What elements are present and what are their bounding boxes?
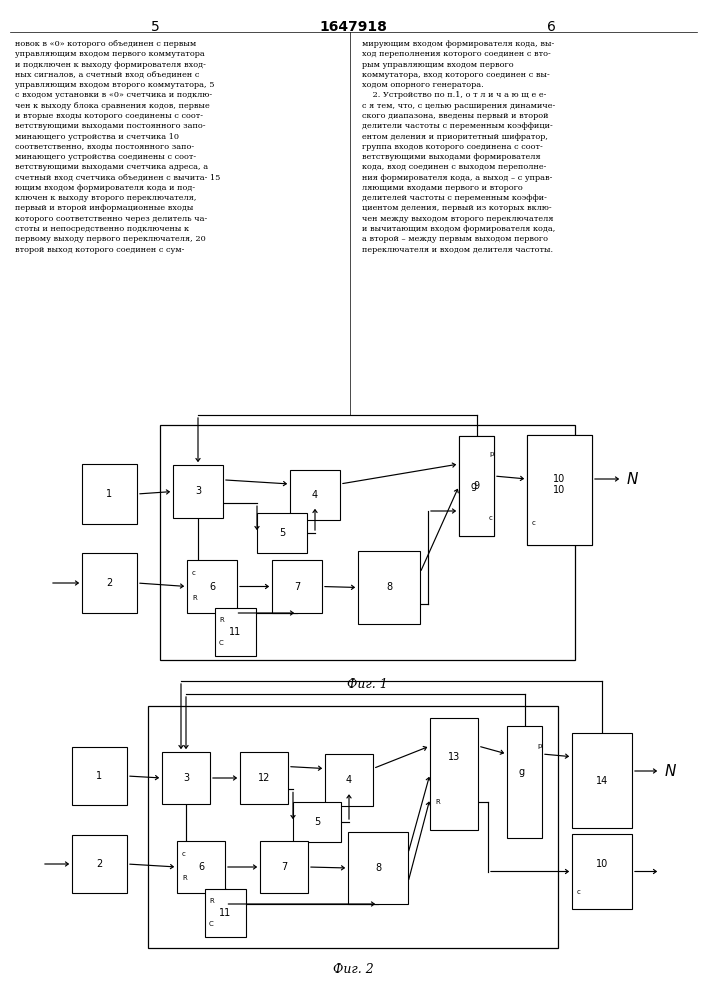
- Bar: [507, 726, 542, 838]
- Text: Фиг. 2: Фиг. 2: [332, 963, 373, 976]
- Text: R: R: [435, 799, 440, 805]
- Text: 6: 6: [198, 862, 204, 872]
- Bar: [240, 752, 288, 804]
- Text: 1: 1: [96, 771, 103, 781]
- Text: 4: 4: [346, 775, 352, 785]
- Bar: [257, 513, 307, 553]
- Bar: [205, 889, 246, 937]
- Bar: [430, 718, 478, 830]
- Bar: [290, 470, 340, 520]
- Text: 9: 9: [474, 481, 479, 491]
- Text: 10: 10: [554, 485, 566, 495]
- Text: p: p: [537, 743, 542, 749]
- Text: C: C: [219, 640, 223, 646]
- Text: 13: 13: [448, 752, 460, 762]
- Text: R: R: [192, 595, 197, 601]
- Text: g: g: [470, 481, 477, 491]
- Text: 3: 3: [183, 773, 189, 783]
- Text: 7: 7: [294, 582, 300, 591]
- Bar: [260, 841, 308, 893]
- Text: p: p: [489, 451, 493, 457]
- Text: 3: 3: [195, 487, 201, 496]
- Text: 6: 6: [209, 582, 215, 591]
- Text: 8: 8: [375, 863, 381, 873]
- Text: g: g: [518, 767, 525, 777]
- Text: 1: 1: [107, 489, 112, 499]
- Bar: [572, 733, 632, 828]
- Text: 10: 10: [596, 859, 608, 869]
- Bar: [325, 754, 373, 806]
- Bar: [160, 425, 575, 660]
- Text: C: C: [209, 921, 214, 927]
- Bar: [527, 435, 592, 545]
- Text: 1647918: 1647918: [320, 20, 387, 34]
- Bar: [459, 436, 494, 536]
- Text: c: c: [577, 890, 581, 896]
- Text: 10: 10: [554, 474, 566, 484]
- Bar: [72, 747, 127, 805]
- Bar: [187, 560, 237, 613]
- Text: 12: 12: [258, 773, 270, 783]
- Bar: [527, 435, 592, 545]
- Text: c: c: [182, 851, 186, 857]
- Bar: [173, 465, 223, 518]
- Bar: [82, 464, 137, 524]
- Text: Фиг. 1: Фиг. 1: [347, 678, 388, 691]
- Text: 2: 2: [106, 578, 112, 588]
- Text: 2: 2: [96, 859, 103, 869]
- Text: новок в «0» которого объединен с первым
управляющим входом первого коммутатора
и: новок в «0» которого объединен с первым …: [15, 40, 221, 254]
- Bar: [162, 752, 210, 804]
- Text: 10: 10: [554, 474, 566, 484]
- Bar: [272, 560, 322, 613]
- Text: p: p: [489, 451, 493, 457]
- Text: c: c: [532, 520, 536, 526]
- Bar: [348, 832, 408, 904]
- Text: c: c: [489, 515, 493, 521]
- Text: 11: 11: [219, 908, 232, 918]
- Bar: [82, 553, 137, 613]
- Text: g: g: [470, 481, 477, 491]
- Text: 5: 5: [314, 817, 320, 827]
- Text: R: R: [209, 898, 214, 904]
- Text: 4: 4: [312, 490, 318, 500]
- Text: 5: 5: [279, 528, 285, 538]
- Text: 5: 5: [151, 20, 160, 34]
- Text: 7: 7: [281, 862, 287, 872]
- Text: R: R: [182, 875, 187, 881]
- Bar: [572, 834, 632, 909]
- Text: 11: 11: [229, 627, 242, 637]
- Bar: [293, 802, 341, 842]
- Text: мирующим входом формирователя кода, вы-
ход переполнения которого соединен с вто: мирующим входом формирователя кода, вы- …: [362, 40, 556, 254]
- Text: 8: 8: [386, 582, 392, 592]
- Bar: [72, 835, 127, 893]
- Bar: [459, 436, 494, 536]
- Bar: [358, 551, 420, 624]
- Text: N: N: [627, 472, 638, 487]
- Bar: [148, 706, 558, 948]
- Text: c: c: [532, 520, 536, 526]
- Text: 6: 6: [547, 20, 556, 34]
- Bar: [177, 841, 225, 893]
- Text: N: N: [665, 764, 677, 778]
- Text: c: c: [489, 515, 493, 521]
- Text: R: R: [219, 617, 223, 623]
- Text: 14: 14: [596, 776, 608, 786]
- Text: c: c: [192, 570, 196, 576]
- Bar: [215, 608, 256, 656]
